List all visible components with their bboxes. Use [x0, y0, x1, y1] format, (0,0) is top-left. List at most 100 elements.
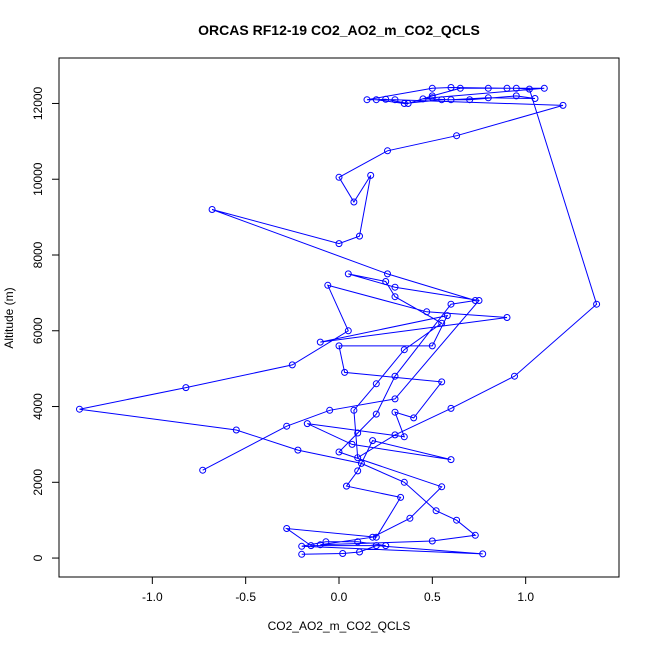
data-point [447, 456, 455, 464]
data-point [369, 533, 377, 541]
data-point [335, 342, 343, 350]
data-point [339, 550, 347, 557]
data-point [503, 314, 511, 321]
data-point [350, 198, 358, 206]
data-point [428, 94, 436, 102]
x-axis-label: CO2_AO2_m_CO2_QCLS [268, 619, 411, 633]
data-point [593, 300, 601, 308]
data-point [372, 380, 380, 388]
x-tick-label: 1.0 [517, 590, 534, 604]
data-point [298, 550, 306, 558]
data-point [391, 395, 399, 403]
y-axis-label: Altitude (m) [2, 287, 16, 348]
data-point [350, 406, 358, 414]
y-axis: 0 2000 4000 6000 8000 10000 12000 [31, 86, 60, 561]
data-point [406, 514, 414, 522]
y-tick-label: 12000 [31, 86, 45, 120]
data-point [540, 84, 548, 92]
y-tick-label: 8000 [31, 241, 45, 268]
data-point [512, 84, 520, 92]
data-point [316, 541, 324, 549]
data-point [369, 437, 377, 445]
data-point [324, 281, 332, 289]
data-point [471, 297, 479, 304]
data-point [182, 384, 190, 392]
data-point [391, 431, 399, 439]
data-point [428, 537, 436, 545]
y-tick-label: 10000 [31, 162, 45, 196]
data-point [232, 426, 240, 434]
data-point [288, 361, 296, 369]
data-point [391, 293, 399, 301]
data-point [475, 297, 483, 304]
data-point [447, 300, 455, 308]
data-point [316, 338, 324, 346]
data-point [453, 516, 461, 524]
data-point [391, 408, 399, 416]
y-tick-label: 4000 [31, 393, 45, 420]
data-point [512, 92, 520, 100]
data-point [447, 96, 455, 104]
data-point [466, 96, 474, 104]
series-line [79, 86, 598, 555]
series-layer [76, 84, 601, 558]
data-point [400, 346, 408, 354]
data-point [344, 270, 352, 278]
data-point [453, 132, 461, 140]
x-tick-label: 0.0 [331, 590, 348, 604]
data-point [356, 548, 363, 556]
data-point [438, 483, 446, 491]
data-point [326, 406, 334, 414]
data-point [391, 283, 399, 291]
data-point [511, 372, 518, 380]
data-point [283, 525, 291, 532]
data-point [372, 533, 380, 541]
data-point [400, 100, 408, 107]
data-point [298, 542, 306, 550]
data-point [525, 85, 533, 93]
data-point [384, 147, 391, 155]
chart-title: ORCAS RF12-19 CO2_AO2_m_CO2_QCLS [198, 22, 480, 38]
data-point [354, 429, 362, 437]
data-point [471, 531, 479, 539]
data-point [428, 92, 436, 100]
data-point [400, 433, 408, 441]
data-point [372, 96, 380, 104]
data-point [348, 440, 356, 448]
data-point [382, 95, 390, 103]
data-point [372, 410, 380, 418]
data-point [479, 550, 487, 558]
data-point [343, 482, 350, 490]
data-point [372, 542, 380, 550]
data-point [559, 101, 567, 109]
data-point [335, 448, 343, 456]
data-point [341, 368, 349, 376]
data-point [354, 454, 362, 462]
data-point [76, 405, 83, 413]
data-point [397, 493, 405, 501]
data-point [356, 232, 363, 240]
data-point [423, 308, 431, 316]
data-point [391, 372, 399, 380]
data-point [443, 312, 451, 320]
data-point [307, 542, 315, 550]
data-point [344, 327, 352, 335]
data-point [503, 84, 511, 92]
data-point [456, 84, 464, 92]
data-point [283, 422, 291, 430]
data-point [428, 84, 436, 92]
data-point [438, 378, 446, 386]
data-point [484, 94, 492, 102]
data-point [382, 278, 390, 285]
data-point [447, 84, 455, 91]
data-point [335, 240, 343, 248]
data-point [531, 95, 539, 102]
data-point [447, 404, 455, 412]
y-tick-label: 0 [31, 554, 45, 561]
data-point [357, 459, 365, 467]
data-point [400, 478, 408, 486]
data-point [419, 95, 427, 103]
data-point [294, 446, 302, 454]
data-point [484, 84, 492, 92]
